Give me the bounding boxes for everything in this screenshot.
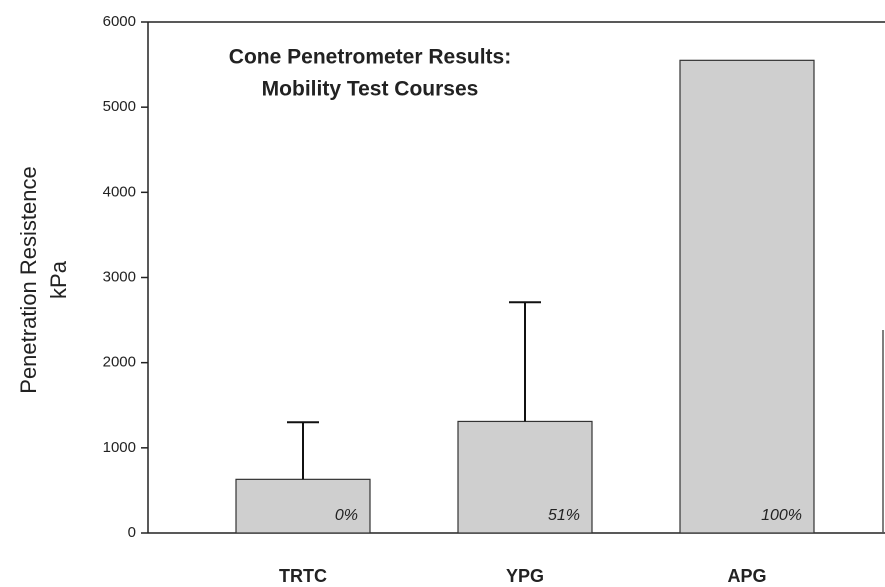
bar: [679, 59, 815, 534]
y-tick-label: 2000: [103, 354, 136, 371]
chart-title: Mobility Test Courses: [262, 78, 479, 101]
bar: [235, 478, 371, 534]
x-tick-label: YPG: [506, 566, 544, 586]
y-tick-label: 3000: [103, 268, 136, 285]
y-tick-label: 4000: [103, 183, 136, 200]
bar-annotation: 100%: [761, 507, 802, 524]
bar-annotation: 51%: [548, 507, 580, 524]
bar: [457, 420, 593, 534]
chart-title: Cone Penetrometer Results:: [229, 46, 511, 69]
y-axis-label: Penetration Resistence: [16, 166, 41, 393]
y-tick-label: 5000: [103, 98, 136, 115]
y-tick-label: 1000: [103, 439, 136, 456]
x-tick-label: APG: [727, 566, 766, 586]
y-axis-label: kPa: [46, 260, 71, 299]
y-tick-label: 0: [128, 524, 136, 541]
bar-annotation: 0%: [335, 507, 358, 524]
y-tick-label: 6000: [103, 13, 136, 30]
x-tick-label: TRTC: [279, 566, 327, 586]
